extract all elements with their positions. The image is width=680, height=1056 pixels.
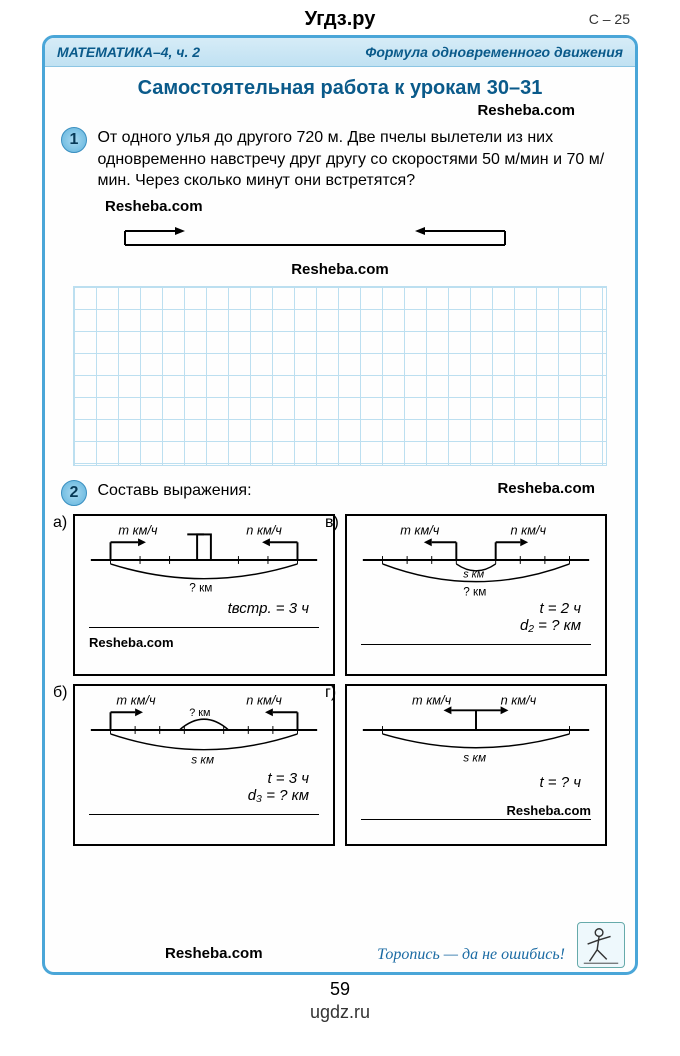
expr-box-a: а) m км/ч n км/ч ? км tвстр. = 3 ч Reshe… — [73, 514, 335, 676]
watermark: Resheba.com — [497, 480, 595, 497]
watermark: Resheba.com — [89, 635, 174, 650]
diagram-v: m км/ч n км/ч s км ? км — [353, 520, 599, 600]
task-1-badge: 1 — [61, 127, 87, 153]
svg-text:m км/ч: m км/ч — [118, 522, 158, 537]
formula-v2: d₂ = ? км — [353, 617, 599, 634]
svg-text:m км/ч: m км/ч — [400, 522, 440, 537]
formula-b2: d₃ = ? км — [81, 787, 327, 804]
expr-box-g: г) m км/ч n км/ч s км t = ? ч Resheba.co… — [345, 684, 607, 846]
expr-row-1: а) m км/ч n км/ч ? км tвстр. = 3 ч Reshe… — [73, 514, 607, 676]
svg-text:m км/ч: m км/ч — [116, 692, 156, 707]
expr-label-b: б) — [53, 684, 68, 702]
watermark: Resheba.com — [45, 102, 635, 119]
footer-motto: Торопись — да не ошибись! — [377, 946, 565, 964]
answer-line — [361, 644, 591, 645]
header-right: Формула одновременного движения — [365, 44, 623, 60]
answer-line — [361, 819, 591, 820]
task-1-text: От одного улья до другого 720 м. Две пче… — [97, 127, 617, 192]
watermark: Resheba.com — [506, 803, 591, 818]
diagram-g: m км/ч n км/ч s км — [353, 690, 599, 770]
header-bar: МАТЕМАТИКА–4, ч. 2 Формула одновременног… — [45, 38, 635, 67]
svg-text:? км: ? км — [189, 580, 212, 594]
task-1-diagram — [115, 225, 515, 255]
formula-v1: t = 2 ч — [353, 600, 599, 617]
site-footer: ugdz.ru — [0, 1002, 680, 1023]
watermark: Resheba.com — [45, 261, 635, 278]
expr-label-a: а) — [53, 514, 67, 532]
answer-grid — [73, 286, 607, 466]
svg-text:m км/ч: m км/ч — [412, 692, 452, 707]
site-header: Угдз.ру — [0, 0, 680, 35]
expr-row-2: б) m км/ч n км/ч ? км s км t = 3 ч d₃ = … — [73, 684, 607, 846]
answer-line — [89, 814, 319, 815]
task-2-text: Составь выражения: — [97, 480, 397, 502]
answer-line — [89, 627, 319, 628]
svg-text:s км: s км — [191, 752, 214, 766]
running-kid-icon — [577, 922, 625, 968]
header-left: МАТЕМАТИКА–4, ч. 2 — [57, 44, 200, 60]
diagram-b: m км/ч n км/ч ? км s км — [81, 690, 327, 770]
svg-text:? км: ? км — [189, 707, 210, 719]
watermark: Resheba.com — [165, 945, 263, 962]
expr-label-v: в) — [325, 514, 339, 532]
svg-text:? км: ? км — [463, 584, 486, 598]
section-title: Самостоятельная работа к урокам 30–31 — [45, 77, 635, 100]
page-frame: МАТЕМАТИКА–4, ч. 2 Формула одновременног… — [42, 35, 638, 975]
expr-box-b: б) m км/ч n км/ч ? км s км t = 3 ч d₃ = … — [73, 684, 335, 846]
svg-text:s км: s км — [463, 568, 485, 580]
task-2: 2 Составь выражения: Resheba.com — [45, 480, 635, 506]
svg-text:n км/ч: n км/ч — [501, 692, 537, 707]
svg-text:s км: s км — [463, 750, 486, 764]
expr-label-g: г) — [325, 684, 336, 702]
watermark: Resheba.com — [45, 198, 635, 215]
svg-text:n км/ч: n км/ч — [510, 522, 546, 537]
formula-a: tвстр. = 3 ч — [81, 600, 327, 617]
task-2-badge: 2 — [61, 480, 87, 506]
svg-text:n км/ч: n км/ч — [246, 522, 282, 537]
page-corner-label: С – 25 — [589, 11, 630, 27]
formula-g1: t = ? ч — [353, 774, 599, 791]
page-number: 59 — [0, 979, 680, 1000]
svg-text:n км/ч: n км/ч — [246, 692, 282, 707]
task-1: 1 От одного улья до другого 720 м. Две п… — [45, 127, 635, 192]
expr-box-v: в) m км/ч n км/ч s км ? км t = 2 ч d₂ = … — [345, 514, 607, 676]
formula-b1: t = 3 ч — [81, 770, 327, 787]
diagram-a: m км/ч n км/ч ? км — [81, 520, 327, 600]
